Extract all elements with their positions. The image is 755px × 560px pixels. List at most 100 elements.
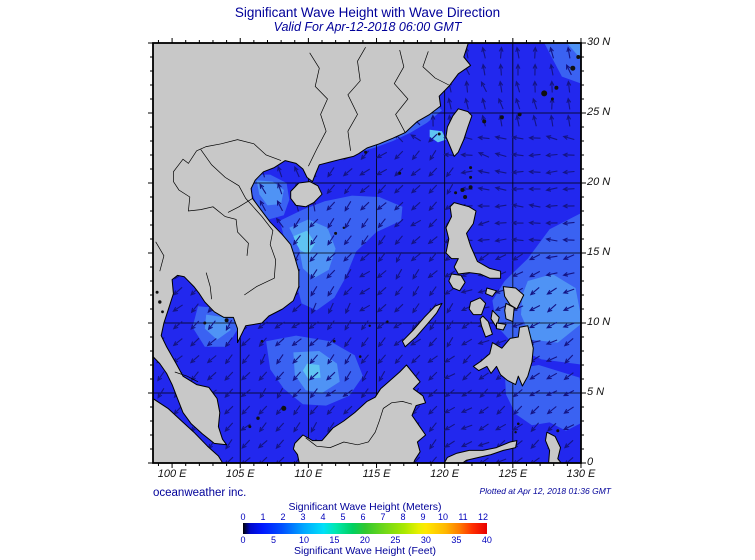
political-border	[173, 181, 249, 256]
meter-tick-4: 4	[320, 512, 326, 522]
meter-tick-0: 0	[240, 512, 246, 522]
island-dot	[256, 416, 260, 420]
lon-label-130: 130 E	[566, 468, 596, 480]
lon-label-120: 120 E	[430, 468, 460, 480]
map-ticks	[148, 38, 586, 468]
land-panay	[468, 297, 487, 316]
sea-patch-vietnam-offshore-peak	[293, 230, 316, 255]
land-hainan	[290, 181, 323, 208]
political-border	[173, 150, 197, 182]
island-dot	[454, 191, 458, 195]
island-dot	[368, 324, 371, 327]
land-halmahera	[545, 431, 562, 463]
land-masbate	[485, 287, 497, 297]
lat-label-5: 5 N	[587, 386, 605, 398]
island-dot	[260, 339, 264, 343]
meter-tick-11: 11	[458, 512, 468, 522]
wave-map-svg	[148, 38, 586, 468]
meter-tick-8: 8	[400, 512, 406, 522]
land-negros	[479, 315, 493, 338]
political-border	[174, 371, 199, 383]
island-dot	[358, 355, 362, 358]
political-border	[305, 401, 413, 448]
meter-tick-3: 3	[300, 512, 306, 522]
feet-tick-10: 10	[298, 535, 309, 545]
sea-patch-south-scs-peak	[302, 363, 321, 379]
political-border	[205, 272, 212, 300]
island-dot	[155, 290, 159, 294]
land-taiwan	[445, 108, 473, 157]
feet-tick-30: 30	[420, 535, 431, 545]
feet-tick-20: 20	[359, 535, 370, 545]
island-dot	[437, 132, 441, 136]
feet-tick-15: 15	[329, 535, 340, 545]
lat-label-20: 20 N	[587, 176, 611, 188]
island-dot	[576, 55, 581, 59]
island-dot	[158, 300, 162, 304]
meter-tick-9: 9	[420, 512, 426, 522]
political-border	[422, 51, 449, 86]
feet-tick-25: 25	[390, 535, 401, 545]
island-dot	[281, 405, 287, 411]
lon-label-115: 115 E	[362, 468, 391, 480]
lat-label-25: 25 N	[587, 106, 611, 118]
meter-tick-10: 10	[437, 512, 448, 522]
island-dot	[499, 115, 504, 120]
feet-tick-0: 0	[240, 535, 246, 545]
island-dot	[364, 150, 368, 154]
political-border	[347, 47, 366, 151]
land-borneo	[292, 364, 427, 463]
sea-patch-ecs-corner-moderate	[544, 43, 581, 84]
island-dot	[482, 119, 487, 124]
land-samar	[502, 286, 525, 310]
legend-meters-label: Significant Wave Height (Meters)	[288, 501, 442, 513]
island-dot	[398, 171, 402, 175]
land-sumatra	[153, 398, 224, 463]
sea-patch-gulf-thailand-high	[204, 314, 231, 340]
island-dot	[469, 166, 473, 170]
land-sulawesi-north-arm	[443, 440, 518, 463]
political-border	[227, 198, 253, 213]
meter-tick-12: 12	[477, 512, 488, 522]
island-dot	[550, 97, 554, 101]
political-border	[308, 52, 328, 167]
valid-time-subtitle: Valid For Apr-12-2018 06:00 GMT	[273, 20, 462, 34]
lat-label-30: 30 N	[587, 36, 611, 48]
political-border	[196, 139, 282, 161]
island-dot	[203, 321, 207, 325]
lat-label-15: 15 N	[587, 246, 611, 258]
island-dot	[517, 422, 520, 426]
island-dot	[554, 85, 559, 90]
island-dot	[556, 429, 560, 433]
sea-patch-taiwan-strait-peak	[429, 129, 446, 143]
lon-label-105: 105 E	[225, 468, 255, 480]
land-asia-mainland	[153, 43, 472, 446]
meter-tick-5: 5	[340, 512, 346, 522]
island-dot	[386, 320, 389, 323]
company-credit: oceanweather inc.	[153, 487, 247, 499]
wave-map	[147, 37, 587, 469]
island-dot	[333, 339, 336, 343]
political-border	[393, 49, 409, 133]
legend-feet-label: Significant Wave Height (Feet)	[293, 545, 436, 557]
island-dot	[570, 65, 576, 71]
meter-tick-7: 7	[380, 512, 386, 522]
island-dot	[541, 90, 548, 97]
feet-tick-5: 5	[270, 535, 276, 545]
island-dot	[460, 188, 465, 192]
island-dot	[248, 425, 252, 429]
wave-height-colorbar	[243, 523, 487, 534]
lon-label-110: 110 E	[294, 468, 323, 480]
island-dot	[468, 185, 473, 190]
island-dot	[161, 310, 164, 314]
meter-tick-6: 6	[360, 512, 366, 522]
island-dot	[469, 175, 473, 179]
island-dot	[463, 195, 468, 199]
lon-label-100: 100 E	[157, 468, 187, 480]
land-palawan	[401, 302, 443, 348]
island-dot	[342, 226, 345, 229]
feet-tick-35: 35	[451, 535, 462, 545]
land-mindoro	[448, 273, 466, 292]
land-luzon	[445, 202, 502, 279]
plotted-timestamp: Plotted at Apr 12, 2018 01:36 GMT	[479, 486, 611, 496]
